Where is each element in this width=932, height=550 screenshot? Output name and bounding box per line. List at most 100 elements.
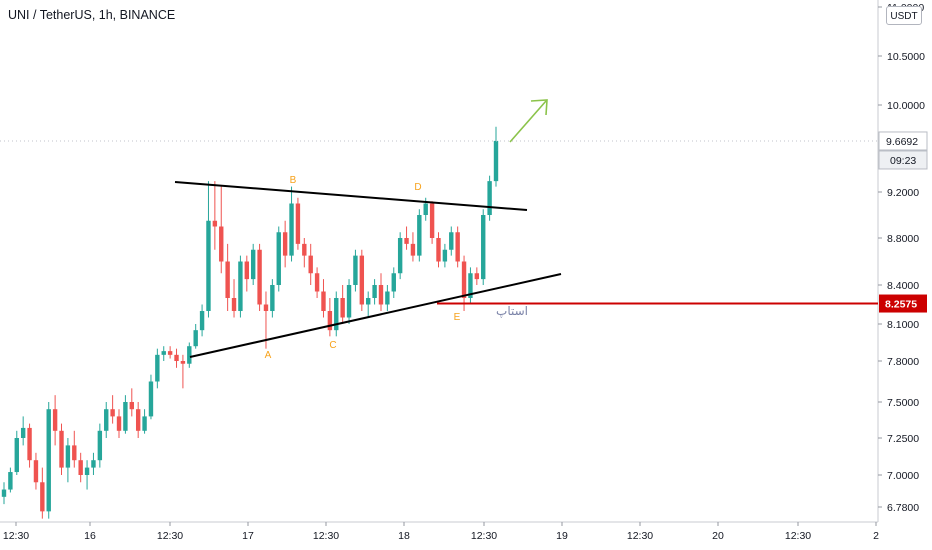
candle-body [193, 330, 198, 347]
candle-body [410, 243, 416, 256]
time-tick-label: 17 [242, 530, 254, 542]
candle-body [481, 215, 486, 280]
candle-body [110, 409, 115, 417]
symbol-title: UNI / TetherUS, 1h, BINANCE [8, 8, 176, 22]
candle-body [161, 351, 166, 355]
candle-body [302, 243, 307, 256]
candle-body [359, 255, 365, 305]
pivot-label-C: C [329, 340, 336, 351]
candle-body [270, 285, 275, 311]
price-tick-label: 10.0000 [887, 100, 925, 112]
candle-body [334, 298, 339, 331]
time-tick-label: 12:30 [157, 530, 183, 542]
time-tick-label: 20 [712, 530, 724, 542]
candle-body [33, 460, 39, 483]
price-tick-label: 6.7800 [887, 502, 919, 514]
candle-body [219, 226, 224, 262]
breakout-arrow-shaft [509, 100, 547, 143]
candle-body [404, 238, 409, 244]
candle-body [429, 203, 435, 238]
candle-body [155, 354, 160, 382]
countdown-tag [878, 150, 928, 170]
candle-body [321, 291, 326, 311]
candle-body [187, 346, 192, 364]
breakout-arrow-head [530, 99, 548, 116]
candle-body [97, 430, 103, 461]
price-tick-label: 7.2500 [887, 433, 919, 445]
stop-level-note: استاپ [496, 304, 528, 318]
candle-body [167, 351, 173, 355]
candle-body [417, 215, 422, 256]
candle-body [206, 220, 211, 311]
price-tick-label: 7.8000 [887, 356, 919, 368]
candle-body [174, 354, 179, 361]
price-tick-label: 7.0000 [887, 470, 919, 482]
candle-body [1, 489, 7, 497]
candle-body [8, 472, 13, 490]
candle-body [72, 445, 77, 461]
candle-body [474, 273, 480, 280]
candle-body [276, 232, 281, 285]
candle-body [372, 285, 377, 298]
candle-body [257, 249, 262, 305]
candle-body [180, 361, 186, 364]
candle-body [59, 430, 64, 468]
candle-body [295, 203, 301, 244]
candle-body [449, 232, 454, 250]
candle-body [231, 298, 237, 311]
price-tick-label: 8.1000 [887, 319, 919, 331]
candle-body [238, 261, 243, 311]
candle-body [423, 203, 428, 215]
candle-body [250, 249, 256, 280]
candle-body [436, 238, 441, 262]
candle-body [116, 416, 122, 431]
candle-body [129, 402, 134, 410]
currency-button[interactable]: USDT [886, 6, 922, 25]
candle-body [135, 409, 141, 431]
candle-body [468, 273, 473, 298]
candle-body [46, 409, 51, 512]
candle-body [282, 232, 288, 256]
price-tick-label: 7.5000 [887, 397, 919, 409]
time-tick-label: 12:30 [785, 530, 811, 542]
candle-body [455, 232, 460, 262]
candle-body [353, 255, 358, 285]
time-tick-label: 2 [873, 530, 879, 542]
candle-body [244, 261, 250, 280]
last-price-label: 9.6692 [886, 136, 918, 148]
pivot-label-D: D [414, 182, 421, 193]
time-tick-label: 16 [84, 530, 96, 542]
candle-body [487, 181, 492, 215]
level-price-label: 8.2575 [885, 299, 917, 311]
candle-body [442, 249, 448, 262]
candle-body [493, 140, 499, 182]
candle-body [212, 220, 218, 227]
pivot-label-B: B [290, 175, 297, 186]
candle-body [78, 460, 83, 475]
countdown-label: 09:23 [890, 155, 916, 167]
candle-body [65, 445, 71, 468]
price-tick-label: 8.4000 [887, 280, 919, 292]
candle-body [123, 402, 128, 431]
candle-body [225, 261, 230, 298]
candle-body [14, 438, 19, 473]
candle-body [40, 482, 45, 512]
time-tick-label: 12:30 [3, 530, 29, 542]
time-tick-label: 12:30 [313, 530, 339, 542]
time-tick-label: 12:30 [471, 530, 497, 542]
candle-body [91, 460, 96, 468]
time-tick-label: 12:30 [627, 530, 653, 542]
candle-body [461, 261, 467, 298]
price-tick-label: 8.8000 [887, 233, 919, 245]
candle-body [289, 203, 294, 256]
candle-body [385, 291, 390, 305]
time-tick-label: 18 [398, 530, 410, 542]
candle-body [52, 409, 58, 431]
candle-body [378, 285, 384, 305]
price-tick-label: 9.2000 [887, 187, 919, 199]
candle-body [142, 416, 147, 431]
candle-body [397, 238, 403, 274]
candle-body [263, 304, 269, 311]
candle-body [199, 311, 205, 331]
